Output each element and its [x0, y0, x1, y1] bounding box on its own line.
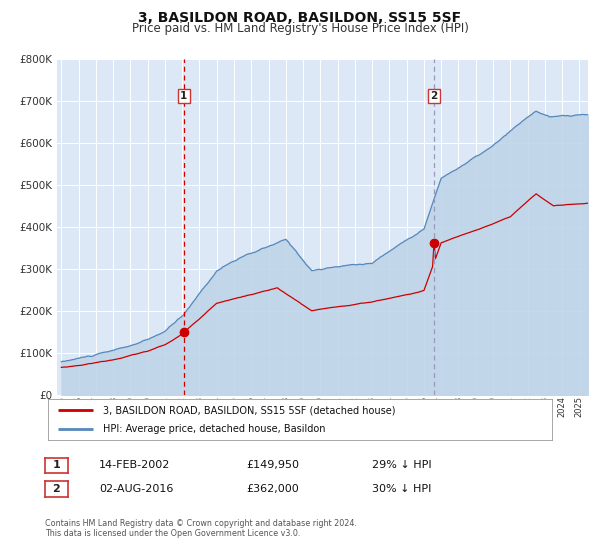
- Text: £149,950: £149,950: [246, 460, 299, 470]
- Text: 2: 2: [430, 91, 437, 101]
- Text: 1: 1: [180, 91, 188, 101]
- Text: HPI: Average price, detached house, Basildon: HPI: Average price, detached house, Basi…: [103, 424, 326, 433]
- Text: Contains HM Land Registry data © Crown copyright and database right 2024.: Contains HM Land Registry data © Crown c…: [45, 519, 357, 528]
- Text: 02-AUG-2016: 02-AUG-2016: [99, 484, 173, 494]
- Text: £362,000: £362,000: [246, 484, 299, 494]
- Text: 2: 2: [53, 484, 60, 494]
- Text: 3, BASILDON ROAD, BASILDON, SS15 5SF: 3, BASILDON ROAD, BASILDON, SS15 5SF: [139, 11, 461, 25]
- Text: Price paid vs. HM Land Registry's House Price Index (HPI): Price paid vs. HM Land Registry's House …: [131, 22, 469, 35]
- Text: 3, BASILDON ROAD, BASILDON, SS15 5SF (detached house): 3, BASILDON ROAD, BASILDON, SS15 5SF (de…: [103, 405, 396, 415]
- Text: This data is licensed under the Open Government Licence v3.0.: This data is licensed under the Open Gov…: [45, 529, 301, 538]
- Text: 30% ↓ HPI: 30% ↓ HPI: [372, 484, 431, 494]
- Text: 29% ↓ HPI: 29% ↓ HPI: [372, 460, 431, 470]
- Text: 1: 1: [53, 460, 60, 470]
- Text: 14-FEB-2002: 14-FEB-2002: [99, 460, 170, 470]
